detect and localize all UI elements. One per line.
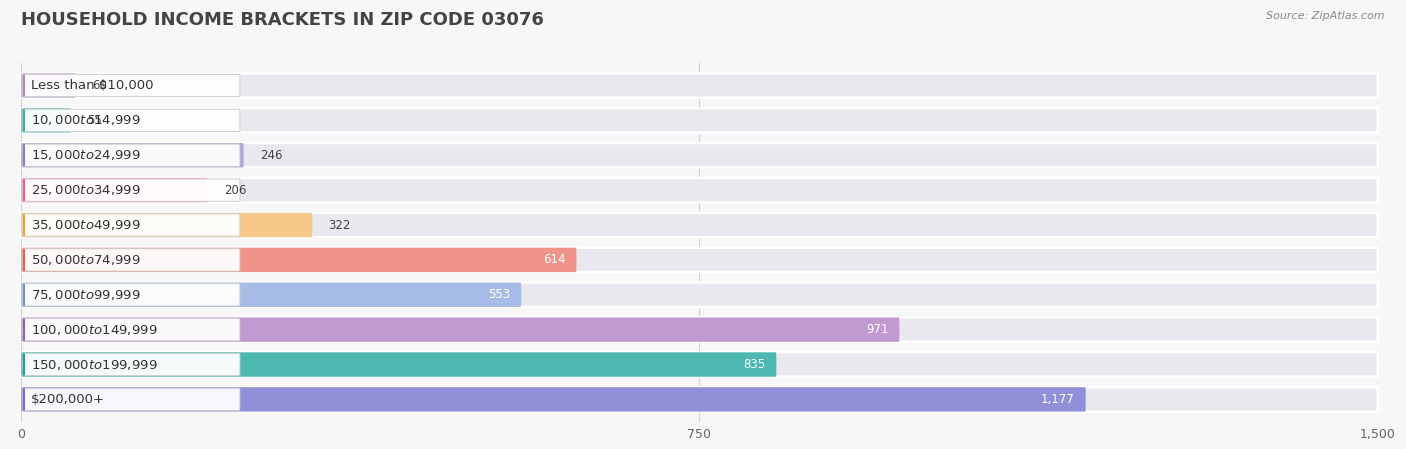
FancyBboxPatch shape bbox=[21, 387, 1085, 412]
FancyBboxPatch shape bbox=[21, 282, 522, 307]
FancyBboxPatch shape bbox=[22, 179, 240, 201]
FancyBboxPatch shape bbox=[22, 388, 240, 410]
FancyBboxPatch shape bbox=[22, 109, 240, 132]
Text: 60: 60 bbox=[91, 79, 107, 92]
FancyBboxPatch shape bbox=[22, 284, 240, 306]
FancyBboxPatch shape bbox=[21, 282, 1378, 307]
Text: 553: 553 bbox=[488, 288, 510, 301]
FancyBboxPatch shape bbox=[21, 317, 1378, 342]
FancyBboxPatch shape bbox=[22, 214, 240, 236]
Text: $100,000 to $149,999: $100,000 to $149,999 bbox=[31, 323, 157, 337]
Text: 246: 246 bbox=[260, 149, 283, 162]
Text: $25,000 to $34,999: $25,000 to $34,999 bbox=[31, 183, 141, 197]
FancyBboxPatch shape bbox=[22, 75, 240, 97]
Text: $150,000 to $199,999: $150,000 to $199,999 bbox=[31, 357, 157, 371]
FancyBboxPatch shape bbox=[22, 353, 240, 376]
Text: Less than $10,000: Less than $10,000 bbox=[31, 79, 153, 92]
FancyBboxPatch shape bbox=[21, 352, 776, 377]
FancyBboxPatch shape bbox=[21, 317, 900, 342]
FancyBboxPatch shape bbox=[21, 178, 1378, 202]
Text: $10,000 to $14,999: $10,000 to $14,999 bbox=[31, 114, 141, 128]
FancyBboxPatch shape bbox=[22, 144, 240, 167]
Text: 1,177: 1,177 bbox=[1040, 393, 1074, 406]
FancyBboxPatch shape bbox=[22, 318, 240, 341]
FancyBboxPatch shape bbox=[21, 143, 243, 167]
Text: $50,000 to $74,999: $50,000 to $74,999 bbox=[31, 253, 141, 267]
FancyBboxPatch shape bbox=[21, 73, 1378, 98]
Text: Source: ZipAtlas.com: Source: ZipAtlas.com bbox=[1267, 11, 1385, 21]
Text: $75,000 to $99,999: $75,000 to $99,999 bbox=[31, 288, 141, 302]
Text: 971: 971 bbox=[866, 323, 889, 336]
Text: $200,000+: $200,000+ bbox=[31, 393, 104, 406]
FancyBboxPatch shape bbox=[21, 213, 1378, 237]
FancyBboxPatch shape bbox=[21, 248, 576, 272]
FancyBboxPatch shape bbox=[21, 108, 1378, 132]
FancyBboxPatch shape bbox=[21, 248, 1378, 272]
Text: $15,000 to $24,999: $15,000 to $24,999 bbox=[31, 148, 141, 162]
Text: 206: 206 bbox=[224, 184, 246, 197]
Text: HOUSEHOLD INCOME BRACKETS IN ZIP CODE 03076: HOUSEHOLD INCOME BRACKETS IN ZIP CODE 03… bbox=[21, 11, 544, 29]
Text: $35,000 to $49,999: $35,000 to $49,999 bbox=[31, 218, 141, 232]
FancyBboxPatch shape bbox=[21, 213, 312, 237]
FancyBboxPatch shape bbox=[21, 387, 1378, 412]
FancyBboxPatch shape bbox=[22, 249, 240, 271]
Text: 614: 614 bbox=[543, 253, 565, 266]
Text: 55: 55 bbox=[87, 114, 101, 127]
FancyBboxPatch shape bbox=[21, 143, 1378, 167]
FancyBboxPatch shape bbox=[21, 352, 1378, 377]
FancyBboxPatch shape bbox=[21, 73, 76, 98]
Text: 835: 835 bbox=[744, 358, 765, 371]
FancyBboxPatch shape bbox=[21, 178, 208, 202]
Text: 322: 322 bbox=[329, 219, 352, 232]
FancyBboxPatch shape bbox=[21, 108, 70, 132]
